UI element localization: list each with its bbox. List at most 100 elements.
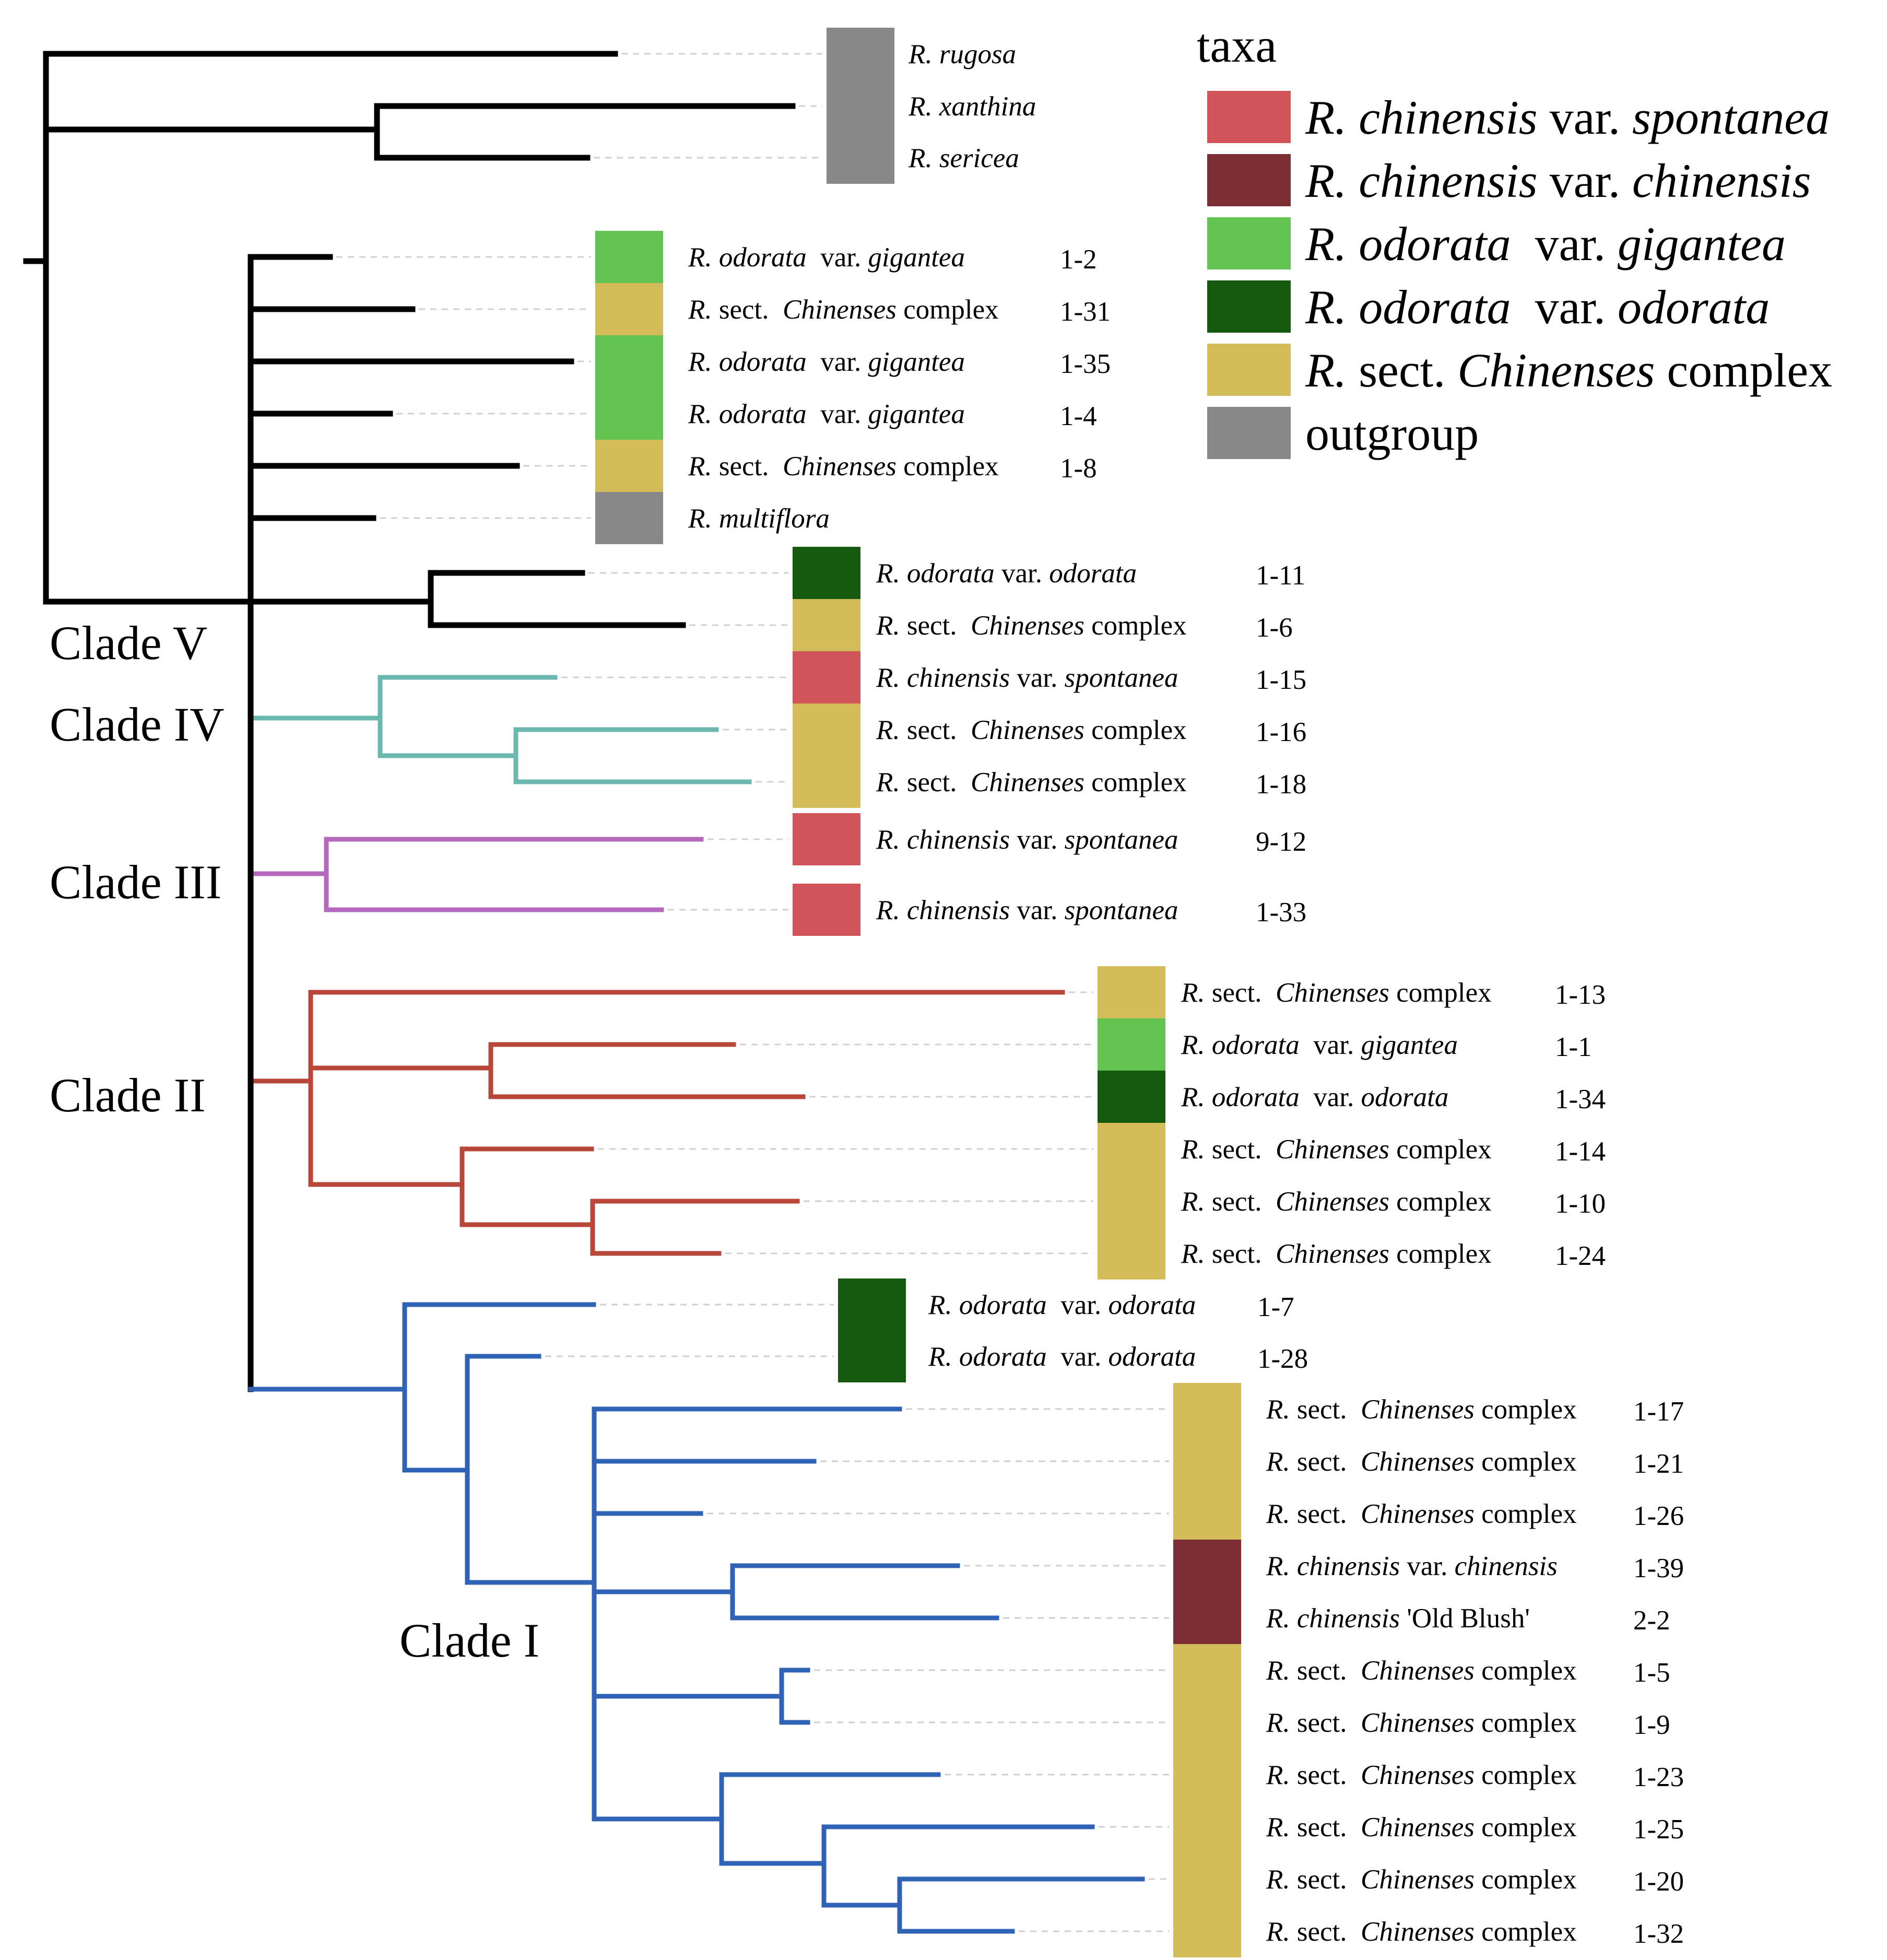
tip-sample-code: 1-5 bbox=[1633, 1658, 1670, 1688]
tip-sample-code: 1-32 bbox=[1633, 1919, 1684, 1949]
tip-sample-code: 1-11 bbox=[1256, 560, 1305, 591]
tip-label: R. sect. Chinenses complex bbox=[876, 611, 1187, 641]
taxon-bar-cell bbox=[827, 80, 894, 132]
tip-label: R. odorata var. odorata bbox=[1181, 1082, 1448, 1112]
tip-sample-code: 2-2 bbox=[1633, 1605, 1670, 1636]
legend-item-label: outgroup bbox=[1305, 407, 1479, 460]
taxon-bar-cell bbox=[595, 492, 663, 544]
tip-label: R. chinensis var. spontanea bbox=[876, 825, 1178, 855]
taxon-bar-cell bbox=[793, 599, 860, 651]
tip-sample-code: 1-31 bbox=[1060, 297, 1111, 327]
tip-label: R. sect. Chinenses complex bbox=[1266, 1864, 1577, 1895]
tip-label: R. odorata var. gigantea bbox=[688, 242, 965, 273]
taxon-bar-cell bbox=[793, 703, 860, 756]
legend-item-label: R. odorata var. odorata bbox=[1305, 280, 1770, 334]
tip-label: R. chinensis var. chinensis bbox=[1266, 1551, 1558, 1581]
tip-sample-code: 1-15 bbox=[1256, 665, 1306, 695]
tip-label: R. chinensis var. spontanea bbox=[876, 663, 1178, 693]
legend-swatch bbox=[1207, 154, 1291, 206]
taxon-bar-cell bbox=[793, 884, 860, 936]
taxon-bar-cell bbox=[1173, 1487, 1241, 1540]
taxon-bar-cell bbox=[1098, 966, 1165, 1018]
tip-label: R. odorata var. odorata bbox=[928, 1342, 1196, 1372]
taxon-bar-cell bbox=[1173, 1748, 1241, 1801]
tip-label: R. sect. Chinenses complex bbox=[1266, 1708, 1577, 1738]
taxon-bar-cell bbox=[827, 28, 894, 80]
taxon-bar-cell bbox=[1173, 1383, 1241, 1435]
clade-i-label: Clade I bbox=[399, 1614, 539, 1667]
taxon-bar-cell bbox=[793, 813, 860, 865]
tip-label: R. sect. Chinenses complex bbox=[688, 295, 999, 325]
clade-labels: Clade V Clade IV Clade III Clade II Clad… bbox=[50, 616, 539, 1667]
taxon-bar-cell bbox=[793, 756, 860, 808]
tip-label: R. xanthina bbox=[908, 91, 1036, 122]
tip-label: R. chinensis 'Old Blush' bbox=[1266, 1603, 1530, 1634]
tip-label: R. sect. Chinenses complex bbox=[688, 451, 999, 482]
legend-item-label: R. odorata var. gigantea bbox=[1305, 217, 1786, 271]
tip-sample-code: 1-25 bbox=[1633, 1814, 1684, 1845]
tip-sample-code: 1-18 bbox=[1256, 769, 1306, 800]
taxon-bar-cell bbox=[1098, 1123, 1165, 1175]
tip-sample-code: 1-33 bbox=[1256, 897, 1306, 928]
clade-iii-label: Clade III bbox=[50, 855, 222, 909]
taxon-bar-cell bbox=[1173, 1644, 1241, 1696]
tip-label: R. odorata var. gigantea bbox=[1181, 1030, 1458, 1060]
tip-sample-code: 1-4 bbox=[1060, 401, 1097, 431]
tip-label: R. rugosa bbox=[908, 39, 1016, 69]
tip-sample-code: 1-13 bbox=[1555, 980, 1606, 1010]
tip-label: R. sect. Chinenses complex bbox=[1266, 1394, 1577, 1425]
tip-label: R. odorata var. odorata bbox=[876, 558, 1137, 589]
taxon-bar-cell bbox=[1173, 1853, 1241, 1905]
tip-sample-code: 1-34 bbox=[1555, 1084, 1606, 1114]
taxon-bar-cell bbox=[1173, 1801, 1241, 1853]
clade-v-label: Clade V bbox=[50, 616, 207, 670]
tip-label: R. sect. Chinenses complex bbox=[1266, 1447, 1577, 1477]
tip-sample-code: 1-7 bbox=[1257, 1292, 1294, 1322]
tip-sample-code: 1-23 bbox=[1633, 1762, 1684, 1792]
legend-item-label: R. chinensis var. chinensis bbox=[1305, 154, 1811, 207]
taxon-bar-cell bbox=[595, 335, 663, 388]
tip-label: R. sect. Chinenses complex bbox=[1181, 1134, 1492, 1165]
legend-item-label: R. sect. Chinenses complex bbox=[1305, 344, 1832, 397]
tip-label: R. sect. Chinenses complex bbox=[1266, 1812, 1577, 1842]
tip-sample-code: 1-14 bbox=[1555, 1136, 1606, 1167]
tip-label: R. sect. Chinenses complex bbox=[1266, 1760, 1577, 1790]
tip-sample-code: 9-12 bbox=[1256, 827, 1306, 857]
legend-swatch bbox=[1207, 280, 1291, 333]
tip-sample-code: 1-1 bbox=[1555, 1032, 1592, 1062]
taxon-bar-cell bbox=[838, 1330, 906, 1382]
taxon-color-bars bbox=[595, 28, 1241, 1957]
legend-title: taxa bbox=[1197, 19, 1277, 72]
tip-sample-code: 1-16 bbox=[1256, 717, 1306, 747]
tip-sample-code: 1-9 bbox=[1633, 1710, 1670, 1740]
taxon-bar-cell bbox=[1173, 1435, 1241, 1487]
tip-label: R. multiflora bbox=[688, 503, 830, 534]
taxon-bar-cell bbox=[1098, 1071, 1165, 1123]
taxon-bar-cell bbox=[595, 388, 663, 440]
tip-sample-code: 1-35 bbox=[1060, 349, 1111, 379]
tip-label: R. sect. Chinenses complex bbox=[1266, 1917, 1577, 1947]
tip-sample-code: 1-8 bbox=[1060, 453, 1097, 484]
tip-sample-code: 1-28 bbox=[1257, 1344, 1308, 1374]
tip-sample-code: 1-17 bbox=[1633, 1396, 1684, 1427]
tip-label: R. sect. Chinenses complex bbox=[1266, 1656, 1577, 1686]
legend: taxa R. chinensis var. spontanea R. chine… bbox=[1197, 19, 1832, 460]
tip-sample-code: 1-24 bbox=[1555, 1241, 1606, 1271]
legend-swatch bbox=[1207, 217, 1291, 269]
tip-labels: R. rugosa R. xanthina R. sericea R. odorata… bbox=[688, 39, 1684, 1949]
tip-label: R. sect. Chinenses complex bbox=[876, 767, 1187, 797]
tip-label: R. odorata var. gigantea bbox=[688, 399, 965, 429]
tip-sample-code: 1-6 bbox=[1256, 613, 1293, 643]
taxon-bar-cell bbox=[1098, 1175, 1165, 1227]
taxon-bar-cell bbox=[1173, 1592, 1241, 1644]
tip-sample-code: 1-2 bbox=[1060, 244, 1097, 275]
tip-label: R. sect. Chinenses complex bbox=[1181, 1187, 1492, 1217]
tip-guides bbox=[336, 53, 1169, 1932]
branches bbox=[23, 51, 1145, 1934]
tip-label: R. odorata var. gigantea bbox=[688, 347, 965, 377]
taxon-bar-cell bbox=[838, 1278, 906, 1331]
legend-swatch bbox=[1207, 407, 1291, 459]
taxon-bar-cell bbox=[827, 132, 894, 184]
legend-swatch bbox=[1207, 91, 1291, 143]
